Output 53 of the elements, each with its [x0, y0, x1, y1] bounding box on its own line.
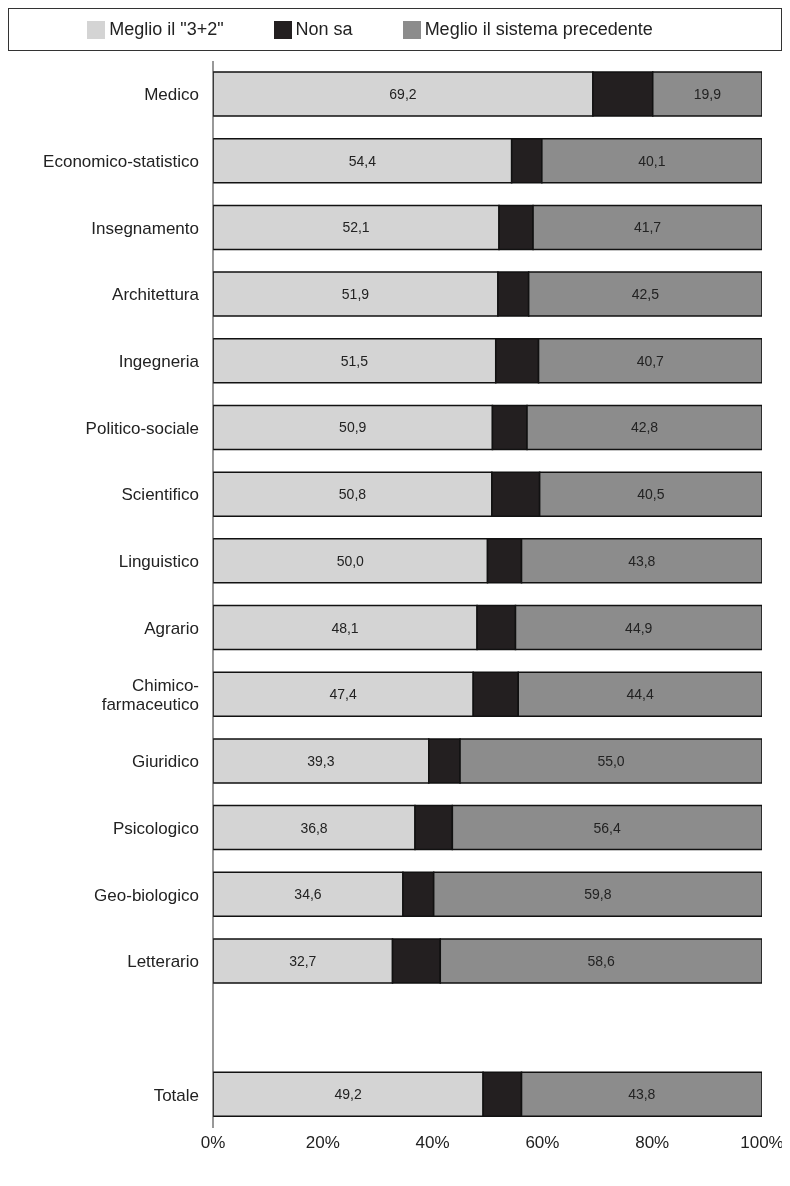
data-label: 50,8: [338, 486, 367, 503]
y-tick-label: Chimico- farmaceutico: [101, 675, 199, 714]
data-label: 69,2: [389, 86, 417, 102]
data-label: 51,9: [341, 286, 370, 303]
y-tick-label: Politico-sociale: [85, 418, 199, 438]
legend-label: Meglio il "3+2": [109, 19, 224, 39]
data-label: 58,6: [587, 952, 615, 969]
y-tick-label: Giuridico: [131, 751, 199, 771]
y-tick-label: Psicologico: [113, 818, 199, 838]
data-label: 50,0: [336, 552, 365, 569]
y-tick-label: Architettura: [112, 284, 200, 304]
y-tick-label: Agrario: [144, 618, 199, 638]
data-label: 42,5: [631, 286, 660, 303]
data-label: 44,9: [625, 619, 653, 636]
data-label: 48,1: [331, 619, 359, 636]
data-label: 49,2: [334, 1086, 362, 1103]
data-label: 54,4: [348, 152, 377, 169]
y-tick-label: Geo-biologico: [94, 885, 199, 905]
data-label: 51,5: [340, 352, 369, 369]
x-tick-label: 80%: [635, 1133, 670, 1153]
data-label: 43,8: [628, 1086, 656, 1103]
data-label: 43,8: [628, 552, 656, 569]
legend-label: Meglio il sistema precedente: [424, 19, 653, 39]
y-tick-label: Medico: [144, 84, 199, 104]
legend-label: Non sa: [295, 19, 353, 39]
x-tick-label: 0%: [200, 1133, 226, 1153]
data-label: 40,1: [638, 152, 666, 169]
data-label: 19,9: [693, 86, 722, 102]
y-tick-label: Scientifico: [121, 484, 199, 504]
x-tick-label: 40%: [415, 1133, 450, 1153]
data-label: 36,8: [300, 819, 328, 836]
data-label: 50,9: [339, 419, 367, 436]
y-tick-label: Letterario: [127, 951, 199, 971]
x-tick-label: 60%: [525, 1133, 560, 1153]
data-label: 32,7: [289, 952, 317, 969]
data-label: 47,4: [329, 686, 357, 703]
data-label: 59,8: [584, 886, 612, 903]
y-tick-label: Economico-statistico: [43, 151, 199, 171]
data-label: 52,1: [342, 219, 370, 236]
data-label: 40,7: [636, 352, 665, 369]
data-label: 41,7: [633, 219, 662, 236]
data-label: 55,0: [597, 752, 625, 769]
y-tick-label: Insegnamento: [91, 218, 199, 238]
data-label: 44,4: [626, 686, 654, 703]
y-tick-label: Ingegneria: [118, 351, 200, 371]
y-tick-label: Linguistico: [118, 551, 199, 571]
x-tick-label: 20%: [305, 1133, 340, 1153]
data-label: 34,6: [294, 886, 322, 903]
y-tick-label: Totale: [153, 1085, 199, 1105]
data-label: 40,5: [637, 486, 665, 503]
data-label: 56,4: [593, 819, 622, 836]
data-label: 42,8: [630, 419, 659, 436]
data-label: 39,3: [307, 752, 335, 769]
